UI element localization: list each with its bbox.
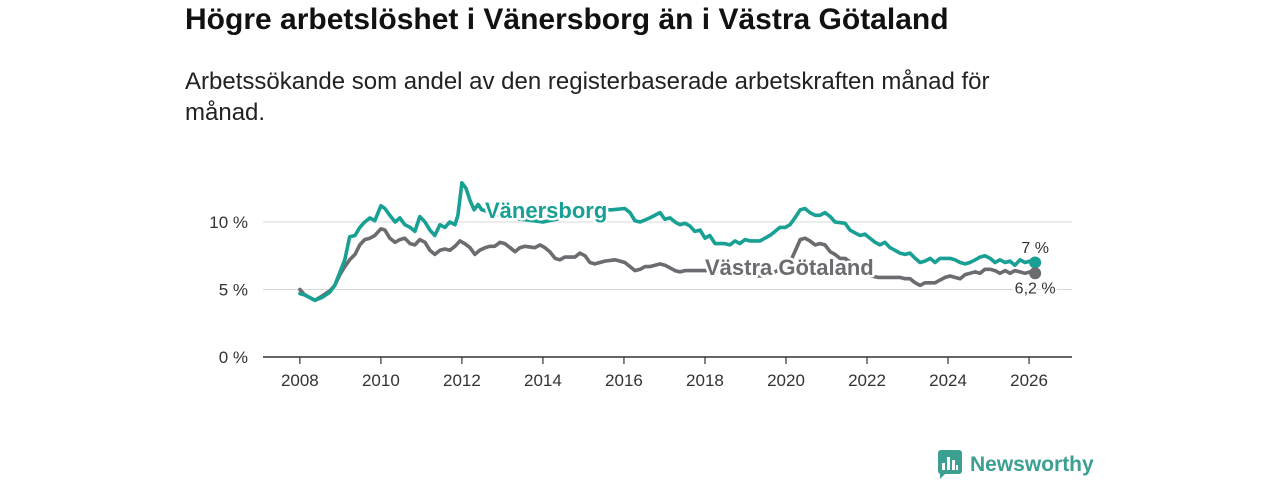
x-tick-label: 2022 — [848, 371, 886, 390]
newsworthy-bar-chart-icon — [938, 450, 962, 479]
logo-icon-bar — [952, 460, 955, 470]
x-tick-label: 2018 — [686, 371, 724, 390]
logo-icon-bar — [947, 457, 950, 470]
x-tick-label: 2014 — [524, 371, 562, 390]
x-tick-label: 2026 — [1010, 371, 1048, 390]
x-tick-label: 2016 — [605, 371, 643, 390]
y-tick-label: 5 % — [219, 281, 248, 300]
logo-icon-bar — [942, 463, 945, 470]
brand-name: Newsworthy — [970, 453, 1094, 476]
x-tick-label: 2008 — [281, 371, 319, 390]
logo-icon-bar — [956, 465, 958, 470]
x-tick-label: 2010 — [362, 371, 400, 390]
series-labels: Vänersborg 7 % Västra Götaland 6,2 % — [483, 196, 1058, 300]
newsworthy-logo: Newsworthy — [938, 450, 1094, 479]
series-end-value-label: 6,2 % — [1015, 280, 1056, 297]
chart-title: Högre arbetslöshet i Vänersborg än i Väs… — [185, 3, 949, 36]
series-name-label: Vänersborg — [485, 198, 607, 223]
series-lines — [298, 181, 1037, 303]
logo-icon-tail — [940, 472, 947, 479]
series-end-dot — [1029, 256, 1042, 269]
x-tick-label: 2012 — [443, 371, 481, 390]
x-tick-label: 2024 — [929, 371, 967, 390]
axes: 0 % 5 % 10 % 2008 2010 2012 2014 2016 2018 2020 20… — [209, 213, 1072, 390]
y-tick-label: 0 % — [219, 348, 248, 367]
series-line-1 — [298, 227, 1037, 303]
series-name-label: Västra Götaland — [705, 255, 874, 280]
series-end-dot — [1029, 267, 1042, 280]
series-end-value-label: 7 % — [1021, 240, 1049, 257]
series-line-0 — [298, 181, 1037, 303]
x-tick-label: 2020 — [767, 371, 805, 390]
y-tick-label: 10 % — [209, 213, 248, 232]
chart-subtitle: Arbetssökande som andel av den registerb… — [185, 68, 990, 126]
